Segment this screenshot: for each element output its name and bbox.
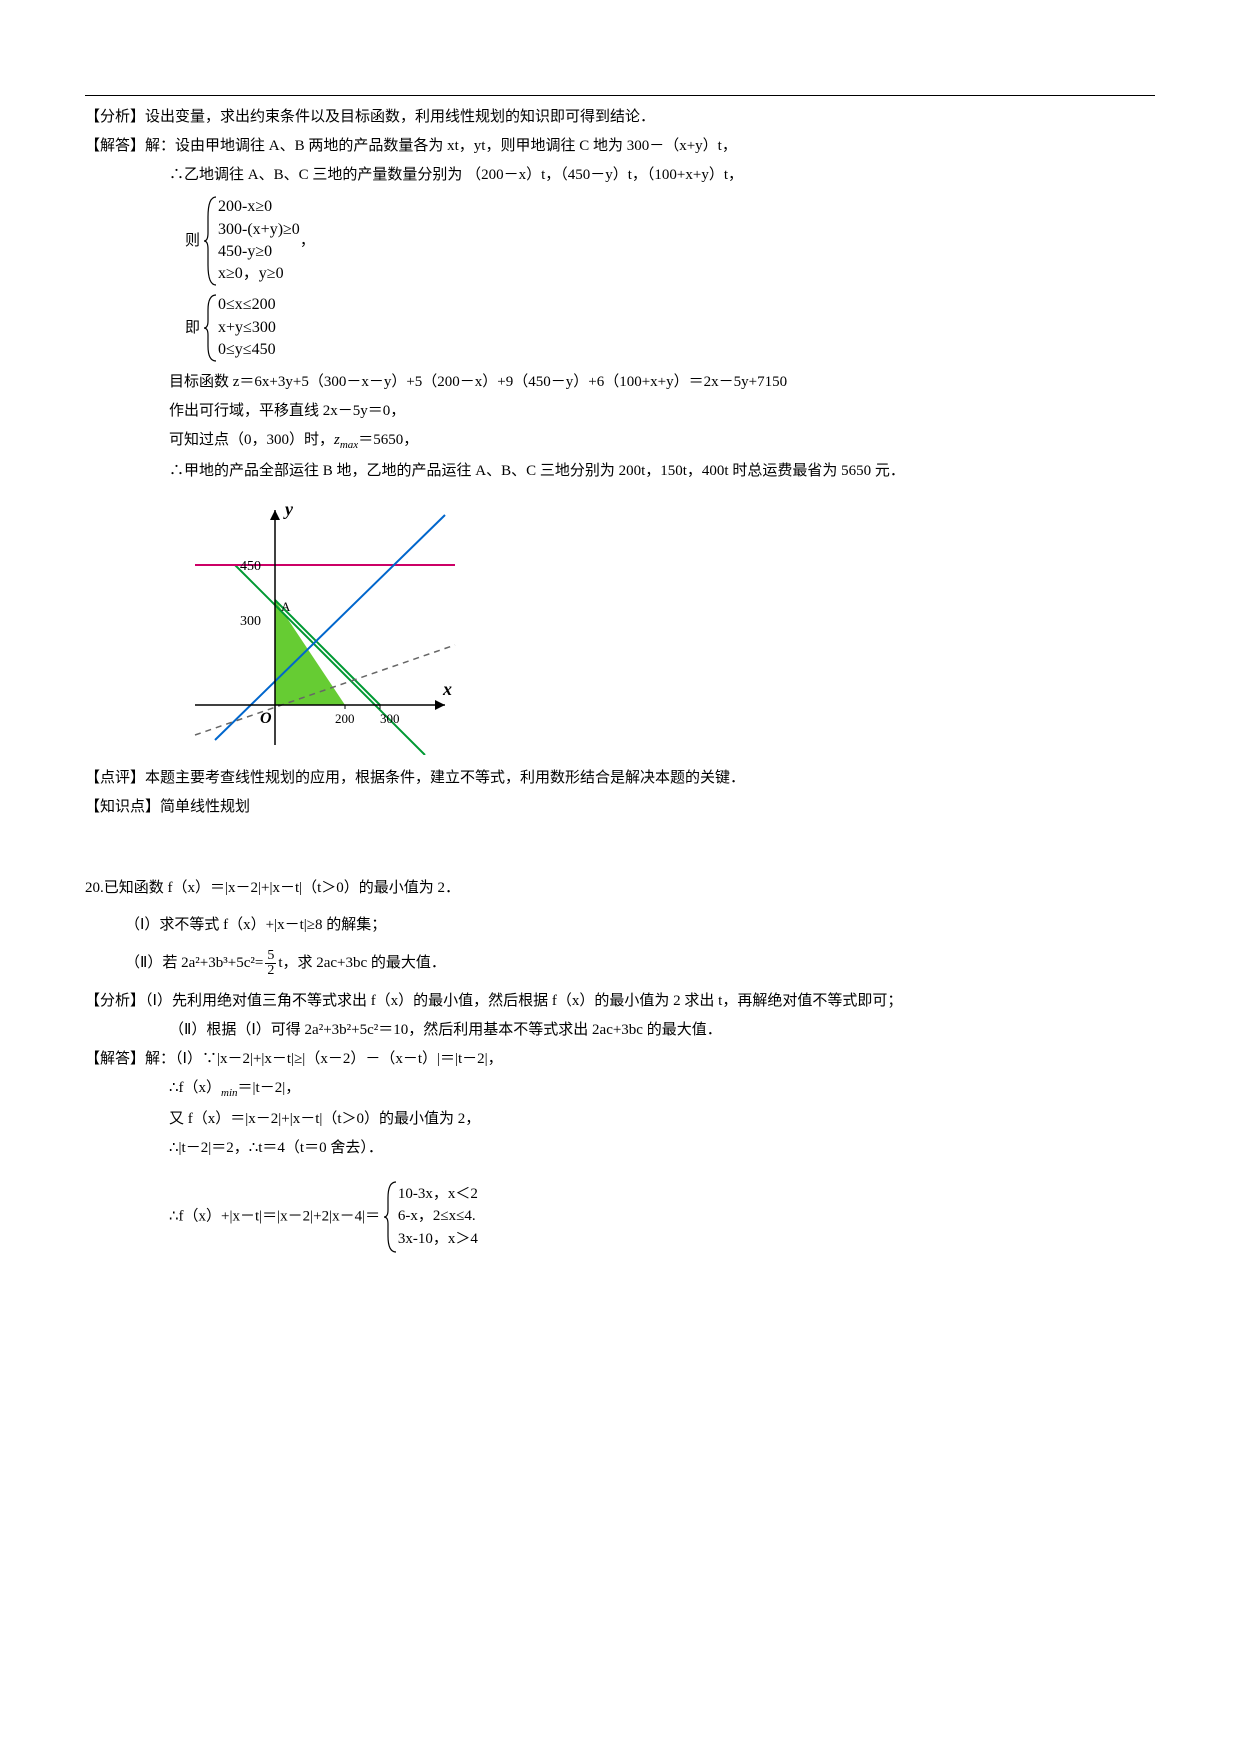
fraction-5-2: 52: [265, 949, 276, 978]
knowledge-line: 【知识点】简单线性规划: [85, 794, 1155, 821]
knowledge-label: 【知识点】: [85, 799, 160, 815]
solution-label: 【解答】: [85, 138, 145, 154]
piecewise: 10-3x，x＜2 6-x，2≤x≤4. 3x-10，x＞4: [384, 1180, 478, 1254]
pw1: 10-3x，x＜2: [398, 1183, 478, 1206]
analysis-label: 【分析】: [85, 109, 145, 125]
sol-text1: 解：设由甲地调往 A、B 两地的产品数量各为 xt，yt，则甲地调往 C 地为 …: [145, 138, 737, 154]
brace1-l3: x≥0，y≥0: [218, 263, 300, 285]
solution-line1: 【解答】解：设由甲地调往 A、B 两地的产品数量各为 xt，yt，则甲地调往 C…: [85, 133, 1155, 160]
q20-sol-label: 【解答】: [85, 1051, 145, 1067]
sol5c: max: [340, 439, 358, 451]
brace-icon: [384, 1180, 398, 1254]
y-axis-label: y: [283, 499, 294, 519]
q20-analysis-label: 【分析】: [85, 993, 145, 1009]
q20-sol2: ∴f（x）min＝|t－2|，: [85, 1075, 1155, 1104]
divider: [85, 95, 1155, 96]
brace1-l1: 300-(x+y)≥0: [218, 219, 300, 241]
solution-line4: 作出可行域，平移直线 2x－5y＝0，: [85, 398, 1155, 425]
q20-part2: （Ⅱ）若 2a²+3b³+5c²=52t，求 2ac+3bc 的最大值．: [85, 949, 1155, 978]
brace1-l0: 200-x≥0: [218, 196, 300, 218]
origin-label: O: [260, 710, 272, 727]
q20-analysis: 【分析】（Ⅰ）先利用绝对值三角不等式求出 f（x）的最小值，然后根据 f（x）的…: [85, 988, 1155, 1015]
solution-line6: ∴甲地的产品全部运往 B 地，乙地的产品运往 A、B、C 三地分别为 200t，…: [85, 458, 1155, 485]
frac-den: 2: [265, 964, 276, 978]
q20-sol1-text: 解：（Ⅰ）∵|x－2|+|x－t|≥|（x－2）－（x－t）|＝|t－2|，: [145, 1051, 503, 1067]
brace2-l0: 0≤x≤200: [218, 294, 276, 316]
q20-sol3: 又 f（x）＝|x－2|+|x－t|（t＞0）的最小值为 2，: [85, 1106, 1155, 1133]
brace2-lines: 0≤x≤200 x+y≤300 0≤y≤450: [218, 294, 276, 361]
q20-s2b: min: [221, 1087, 238, 1099]
q20-p2a: （Ⅱ）若: [125, 955, 177, 971]
brace1-prefix: 则: [185, 228, 200, 255]
brace-icon: [204, 195, 218, 287]
analysis-text: 设出变量，求出约束条件以及目标函数，利用线性规划的知识即可得到结论．: [145, 109, 655, 125]
solution-line2: ∴乙地调往 A、B、C 三地的产量数量分别为 （200－x）t，（450－y）t…: [85, 162, 1155, 189]
brace1-lines: 200-x≥0 300-(x+y)≥0 450-y≥0 x≥0，y≥0: [218, 196, 300, 286]
solution-line3: 目标函数 z＝6x+3y+5（300－x－y）+5（200－x）+9（450－y…: [85, 369, 1155, 396]
xlabel-300: 300: [380, 711, 400, 726]
ylabel-450: 450: [240, 559, 261, 574]
q20-num: 20.: [85, 880, 104, 896]
q20-s2c: ＝|t－2|，: [238, 1080, 301, 1096]
brace2-l1: x+y≤300: [218, 317, 276, 339]
comment-label: 【点评】: [85, 770, 145, 786]
brace2-l2: 0≤y≤450: [218, 339, 276, 361]
comment-text: 本题主要考查线性规划的应用，根据条件，建立不等式，利用数形结合是解决本题的关键．: [145, 770, 745, 786]
q20-sol5-prefix: ∴f（x）+|x－t|＝|x－2|+2|x－4|＝: [169, 1208, 380, 1224]
knowledge-text: 简单线性规划: [160, 799, 250, 815]
q20-sol4: ∴|t－2|＝2，∴t＝4（t＝0 舍去）．: [85, 1135, 1155, 1162]
q20-analysis2: （Ⅱ）根据（Ⅰ）可得 2a²+3b²+5c²＝10，然后利用基本不等式求出 2a…: [85, 1017, 1155, 1044]
brace-icon: [204, 293, 218, 363]
pw2: 6-x，2≤x≤4.: [398, 1205, 478, 1228]
comment-line: 【点评】本题主要考查线性规划的应用，根据条件，建立不等式，利用数形结合是解决本题…: [85, 765, 1155, 792]
sol5a: 可知过点（0，300）时，: [169, 432, 334, 448]
q20-p2eq: 2a²+3b³+5c²=: [181, 955, 263, 971]
xlabel-200: 200: [335, 711, 355, 726]
brace1-l2: 450-y≥0: [218, 241, 300, 263]
lp-feasible-region-graph: 450 300 200 300 O x y A: [185, 495, 465, 755]
q20-analysis1: （Ⅰ）先利用绝对值三角不等式求出 f（x）的最小值，然后根据 f（x）的最小值为…: [145, 993, 902, 1009]
q20-sol5: ∴f（x）+|x－t|＝|x－2|+2|x－4|＝ 10-3x，x＜2 6-x，…: [85, 1180, 1155, 1254]
sol5d: ＝5650，: [358, 432, 418, 448]
pw3: 3x-10，x＞4: [398, 1228, 478, 1251]
solution-line5: 可知过点（0，300）时，zmax＝5650，: [85, 427, 1155, 456]
constraint-brace-1: 则 200-x≥0 300-(x+y)≥0 450-y≥0 x≥0，y≥0 ，: [185, 195, 1155, 287]
brace1-suffix: ，: [300, 228, 315, 255]
frac-num: 5: [265, 949, 276, 964]
q20-stem: 20.已知函数 f（x）＝|x－2|+|x－t|（t＞0）的最小值为 2．: [85, 875, 1155, 902]
x-axis-label: x: [442, 679, 452, 699]
q20-stem-text: 已知函数 f（x）＝|x－2|+|x－t|（t＞0）的最小值为 2．: [104, 880, 460, 896]
q20-sol1: 【解答】解：（Ⅰ）∵|x－2|+|x－t|≥|（x－2）－（x－t）|＝|t－2…: [85, 1046, 1155, 1073]
constraint-brace-2: 即 0≤x≤200 x+y≤300 0≤y≤450: [185, 293, 1155, 363]
q20-s2a: ∴f（x）: [169, 1080, 221, 1096]
brace2-prefix: 即: [185, 315, 200, 342]
ylabel-300: 300: [240, 614, 261, 629]
q20-part1: （Ⅰ）求不等式 f（x）+|x－t|≥8 的解集；: [85, 912, 1155, 939]
q20-p2b: t，求 2ac+3bc 的最大值．: [278, 955, 446, 971]
point-a-label: A: [281, 599, 291, 614]
analysis-line: 【分析】设出变量，求出约束条件以及目标函数，利用线性规划的知识即可得到结论．: [85, 104, 1155, 131]
